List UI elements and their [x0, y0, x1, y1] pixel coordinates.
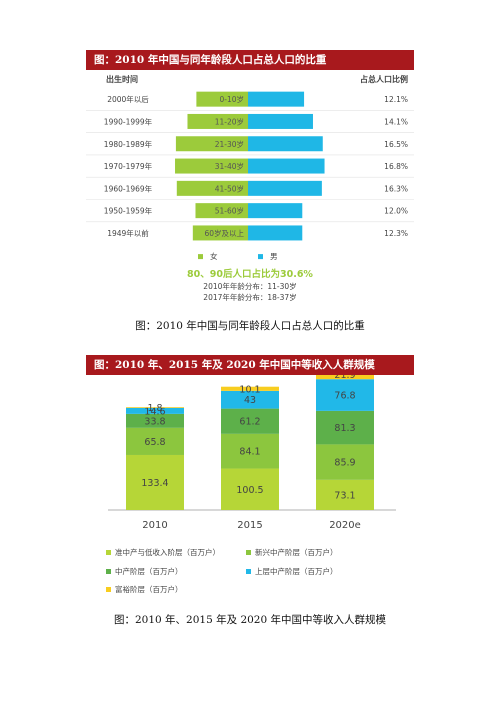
legend-label: 新兴中产阶层（百万户）	[255, 547, 338, 557]
legend-female-swatch	[198, 254, 203, 260]
legend-male-label: 男	[270, 252, 278, 261]
chart2-caption: 图：2010 年、2015 年及 2020 年中国中等收入人群规模	[113, 614, 386, 626]
age-range-label: 11-20岁	[215, 116, 244, 126]
category-label: 2020e	[329, 520, 361, 531]
segment-value-label: 43	[244, 395, 256, 406]
legend-swatch	[106, 587, 111, 592]
birth-period-label: 1990-1999年	[104, 116, 153, 126]
share-value-label: 12.3%	[384, 229, 408, 238]
stack-segment	[221, 468, 279, 510]
segment-value-label: 85.9	[334, 458, 355, 469]
stack-segment	[126, 454, 184, 510]
birth-period-label: 1949年以前	[107, 228, 149, 238]
female-bar	[175, 158, 248, 174]
middle-income-chart: 133.4 65.8 33.814.61.8 2010 100.5 84.1 61.2 431…	[106, 375, 396, 594]
male-bar	[248, 136, 323, 152]
birth-period-label: 2000年以后	[107, 94, 149, 104]
annotation-line1: 2010年年龄分布：11-30岁	[203, 281, 296, 291]
female-bar	[196, 91, 248, 107]
birth-period-label: 1970-1979年	[104, 161, 153, 171]
male-bar	[248, 91, 305, 107]
stack-segment	[316, 410, 374, 445]
male-bar	[248, 113, 313, 129]
share-value-label: 12.0%	[384, 207, 408, 216]
birth-period-label: 1950-1959年	[104, 206, 153, 216]
header-left: 出生时间	[106, 74, 138, 84]
segment-value-label: 33.8	[144, 416, 165, 427]
age-range-label: 60岁及以上	[204, 228, 244, 238]
legend-swatch	[246, 550, 251, 555]
male-bar	[248, 180, 322, 196]
segment-value-label: 10.1	[239, 384, 260, 395]
segment-value-label: 1.8	[147, 403, 162, 414]
age-range-label: 41-50岁	[215, 183, 244, 193]
segment-value-label: 61.2	[239, 417, 260, 428]
female-bar	[176, 180, 248, 196]
stack-segment	[316, 444, 374, 480]
share-value-label: 14.1%	[384, 117, 408, 126]
age-range-label: 0-10岁	[219, 94, 244, 104]
legend-male-swatch	[258, 254, 263, 260]
population-share-chart: 出生时间 占总人口比例 2000年以后 0-10岁 12.1% 1990-1999年 11-…	[86, 74, 414, 302]
age-range-label: 51-60岁	[215, 206, 244, 216]
birth-period-label: 1960-1969年	[104, 183, 153, 193]
category-label: 2010	[142, 520, 167, 531]
legend-label: 上层中产阶层（百万户）	[255, 566, 338, 576]
stack-segment	[316, 479, 374, 510]
segment-value-label: 76.8	[334, 391, 355, 402]
stack-segment	[126, 427, 184, 455]
header-right: 占总人口比例	[360, 74, 408, 84]
legend-swatch	[106, 550, 111, 555]
age-range-label: 21-30岁	[215, 139, 244, 149]
female-bar	[195, 203, 248, 219]
legend-female-label: 女	[210, 251, 218, 261]
legend-swatch	[106, 569, 111, 574]
segment-value-label: 73.1	[334, 490, 355, 501]
male-bar	[248, 225, 303, 241]
share-value-label: 12.1%	[384, 95, 408, 104]
stack-segment	[126, 407, 184, 414]
male-bar	[248, 158, 325, 174]
stack-segment	[316, 379, 374, 411]
chart1-caption: 图：2010 年中国与同年龄段人口占总人口的比重	[135, 320, 365, 332]
stack-segment	[316, 375, 374, 380]
female-bar	[175, 136, 248, 152]
category-label: 2015	[237, 520, 262, 531]
segment-value-label: 14.6	[144, 406, 165, 417]
female-bar	[192, 225, 248, 241]
birth-period-label: 1980-1989年	[104, 139, 153, 149]
male-bar	[248, 203, 303, 219]
legend-label: 准中产与低收入阶层（百万户）	[115, 547, 220, 557]
segment-value-label: 65.8	[144, 437, 165, 448]
female-bar	[187, 113, 248, 129]
segment-value-label: 100.5	[236, 485, 263, 496]
annotation-line2: 2017年年龄分布：18-37岁	[203, 292, 296, 302]
stack-segment	[221, 390, 279, 409]
segment-value-label: 84.1	[239, 447, 260, 458]
chart1-title: 图：2010 年中国与同年龄段人口占总人口的比重	[86, 50, 414, 70]
stack-segment	[221, 386, 279, 391]
stack-segment	[126, 413, 184, 428]
segment-value-label: 133.4	[141, 478, 168, 489]
share-value-label: 16.8%	[384, 162, 408, 171]
segment-value-label: 81.3	[334, 423, 355, 434]
legend-label: 中产阶层（百万户）	[115, 566, 183, 576]
chart2-title: 图：2010 年、2015 年及 2020 年中国中等收入人群规模	[86, 355, 414, 375]
legend-label: 富裕阶层（百万户）	[115, 584, 183, 594]
legend-swatch	[246, 569, 251, 574]
stack-segment	[221, 433, 279, 469]
annotation-headline: 80、90后人口占比为30.6%	[187, 268, 313, 280]
share-value-label: 16.5%	[384, 140, 408, 149]
stack-segment	[126, 407, 184, 408]
share-value-label: 16.3%	[384, 184, 408, 193]
stack-segment	[221, 408, 279, 434]
age-range-label: 31-40岁	[215, 161, 244, 171]
segment-value-label: 21.9	[334, 375, 355, 381]
